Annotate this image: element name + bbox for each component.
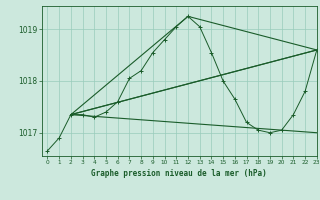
X-axis label: Graphe pression niveau de la mer (hPa): Graphe pression niveau de la mer (hPa) bbox=[91, 169, 267, 178]
